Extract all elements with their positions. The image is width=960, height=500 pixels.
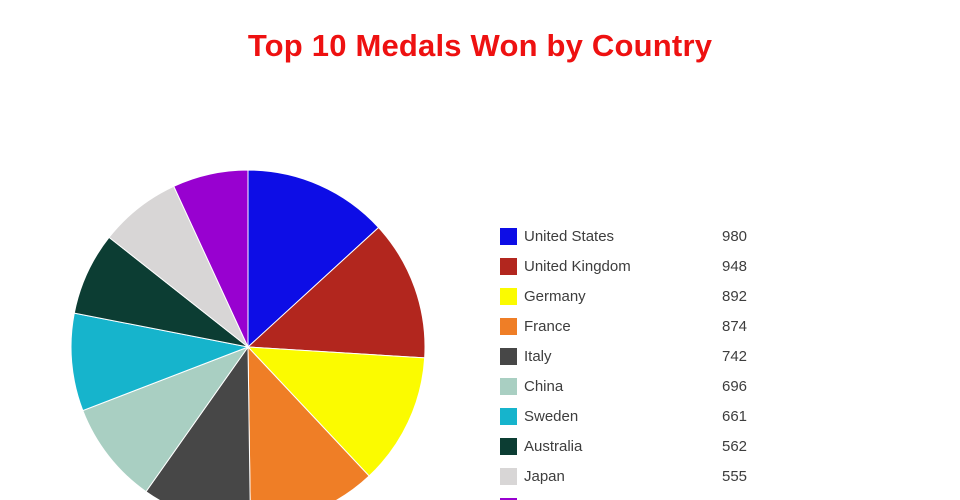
legend-value: 562 [722, 437, 748, 455]
legend-label: Italy [524, 347, 552, 365]
legend-swatch [500, 347, 517, 365]
legend-label: France [524, 317, 571, 335]
pie-slice [247, 345, 370, 500]
legend-label: Germany [524, 287, 586, 305]
legend-value: 980 [722, 227, 748, 245]
pie-slice [145, 345, 251, 500]
legend-value: 661 [722, 407, 748, 425]
legend-label: United Kingdom [524, 257, 631, 275]
legend-value: 555 [722, 467, 748, 485]
legend-swatch [500, 407, 517, 425]
legend-swatch [500, 497, 517, 500]
legend-item: Sweden 661 [500, 401, 800, 431]
pie-slice [247, 169, 380, 349]
pie-slice [246, 226, 426, 359]
legend-swatch [500, 467, 517, 485]
chart-title: Top 10 Medals Won by Country [247, 28, 713, 63]
legend-swatch [500, 227, 517, 245]
legend-swatch [500, 377, 517, 395]
legend-label: Sweden [524, 407, 579, 425]
pie-slice [82, 345, 250, 493]
legend-item: United States 980 [500, 221, 800, 251]
legend-swatch [500, 437, 517, 455]
legend-label: Japan [524, 467, 565, 485]
legend-item: United Kingdom 948 [500, 251, 800, 281]
legend-item: France 874 [500, 311, 800, 341]
legend-value: 874 [722, 317, 748, 335]
legend-label: United States [524, 227, 615, 245]
legend-swatch [500, 257, 517, 275]
legend-label: Australia [524, 437, 583, 455]
legend-item: Japan 555 [500, 461, 800, 491]
legend-item: China 696 [500, 371, 800, 401]
legend: United States 980 United Kingdom 948 Ger… [500, 221, 800, 500]
legend-item: Australia 562 [500, 431, 800, 461]
pie-slice [246, 346, 426, 477]
legend-value: 892 [722, 287, 748, 305]
legend-swatch [500, 287, 517, 305]
legend-value: 742 [722, 347, 748, 365]
pie-slice [173, 169, 249, 348]
legend-item: Germany 892 [500, 281, 800, 311]
legend-swatch [500, 317, 517, 335]
legend-item [500, 491, 800, 500]
legend-value: 696 [722, 377, 748, 395]
legend-label: China [524, 377, 564, 395]
legend-item: Italy 742 [500, 341, 800, 371]
pie-slice [70, 312, 250, 412]
legend-value: 948 [722, 257, 748, 275]
